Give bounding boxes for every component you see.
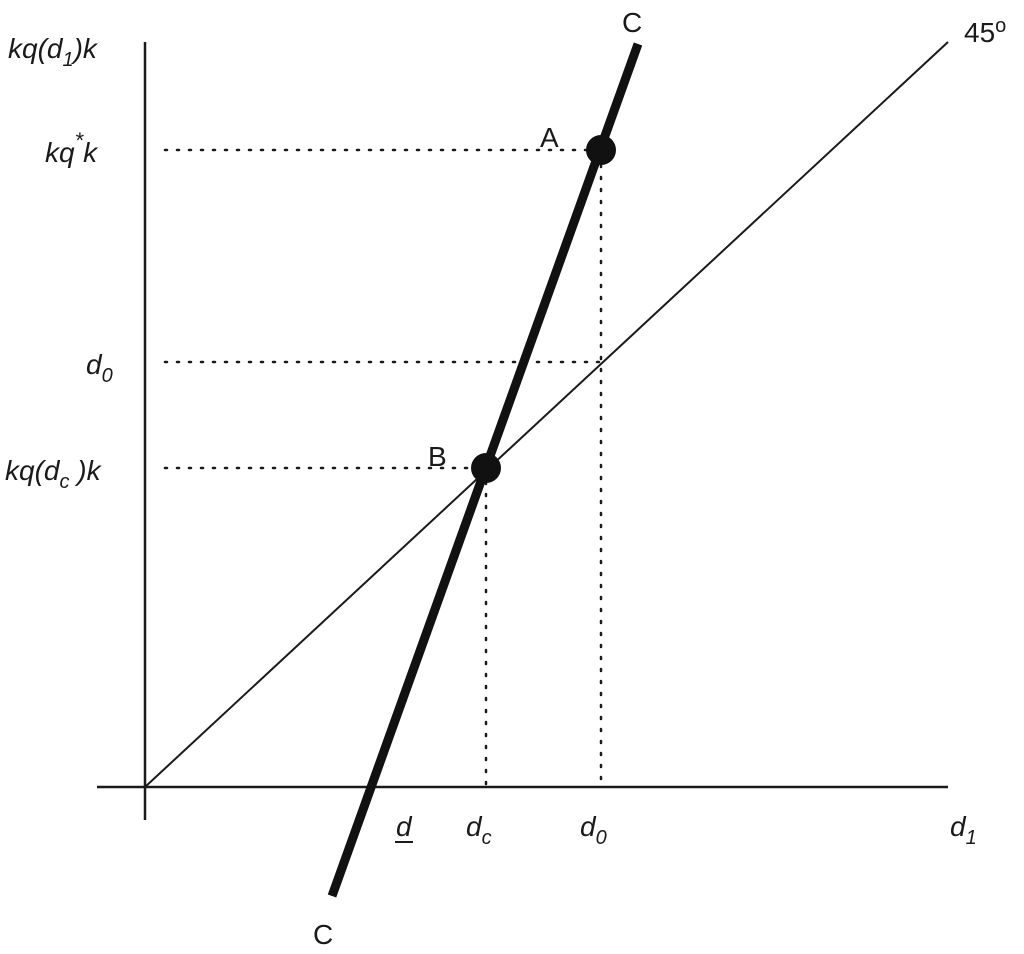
point-a bbox=[586, 135, 616, 165]
x-label: d1 bbox=[950, 811, 977, 849]
point-label: A bbox=[540, 122, 559, 153]
diagonal-label: 45o bbox=[964, 15, 1006, 48]
y-label: kq*k bbox=[45, 128, 99, 168]
label-sub: 0 bbox=[596, 827, 607, 849]
diagonal-line bbox=[144, 41, 949, 788]
label-part: d bbox=[86, 349, 103, 380]
curve-label: C bbox=[622, 7, 642, 38]
label-part: d bbox=[466, 811, 483, 842]
x-label: d0 bbox=[580, 811, 607, 849]
label-sup: * bbox=[75, 128, 85, 153]
label-sub: c bbox=[482, 827, 492, 849]
label-part: )k bbox=[71, 33, 99, 64]
label-part: kq(d bbox=[5, 455, 61, 486]
label-part: k bbox=[83, 137, 99, 168]
label-part: kq bbox=[45, 137, 75, 168]
x-label: d bbox=[396, 811, 413, 842]
y-label: d0 bbox=[86, 349, 113, 387]
label-part: d bbox=[396, 811, 413, 842]
label-sub: 0 bbox=[102, 365, 113, 387]
point-b bbox=[471, 453, 501, 483]
y-label: kq(dc )k bbox=[5, 455, 103, 493]
label-sub: c bbox=[59, 471, 69, 493]
label-part: d bbox=[950, 811, 967, 842]
label-part: 45 bbox=[964, 17, 995, 48]
label-part: kq(d bbox=[8, 33, 64, 64]
label-sub: 1 bbox=[62, 49, 73, 71]
x-label: dc bbox=[466, 811, 492, 849]
label-part: )k bbox=[69, 455, 102, 486]
point-label: B bbox=[428, 441, 447, 472]
y-label: kq(d1)k bbox=[8, 33, 99, 71]
curve-label: C bbox=[313, 919, 333, 950]
label-sup: o bbox=[995, 15, 1006, 37]
label-sub: 1 bbox=[966, 827, 977, 849]
label-part: d bbox=[580, 811, 597, 842]
